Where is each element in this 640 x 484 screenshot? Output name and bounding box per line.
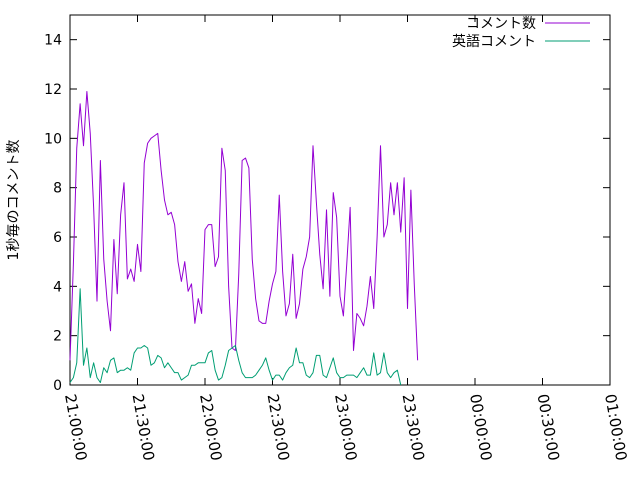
series-line-1	[69, 288, 402, 386]
legend-label-comment-count: コメント数	[466, 16, 536, 32]
x-tick-label: 00:30:00	[534, 393, 563, 462]
x-tick-label: 23:00:00	[331, 393, 360, 462]
y-tick-label: 6	[53, 230, 62, 246]
legend: コメント数 英語コメント	[452, 16, 590, 50]
y-tick-label: 14	[44, 33, 62, 49]
x-tick-label: 00:00:00	[466, 393, 495, 462]
x-tick-label: 01:00:00	[601, 393, 630, 462]
y-tick-label: 0	[53, 378, 62, 394]
y-tick-label: 10	[44, 131, 62, 147]
plot-frame	[69, 14, 611, 386]
y-tick-label: 8	[53, 181, 62, 197]
series-line-0	[69, 90, 419, 361]
y-tick-label: 4	[53, 279, 62, 295]
x-tick-label: 21:00:00	[61, 393, 90, 462]
y-tick-label: 12	[44, 82, 62, 98]
y-tick-label: 2	[53, 329, 62, 345]
legend-label-english-comments: 英語コメント	[452, 33, 536, 50]
x-tick-label: 23:30:00	[399, 393, 428, 462]
series-lines	[69, 90, 419, 386]
x-tick-label: 22:30:00	[264, 393, 293, 462]
x-tick-label: 21:30:00	[129, 393, 158, 462]
y-axis-label: 1秒毎のコメント数	[6, 140, 22, 261]
x-tick-label: 22:00:00	[196, 393, 225, 462]
